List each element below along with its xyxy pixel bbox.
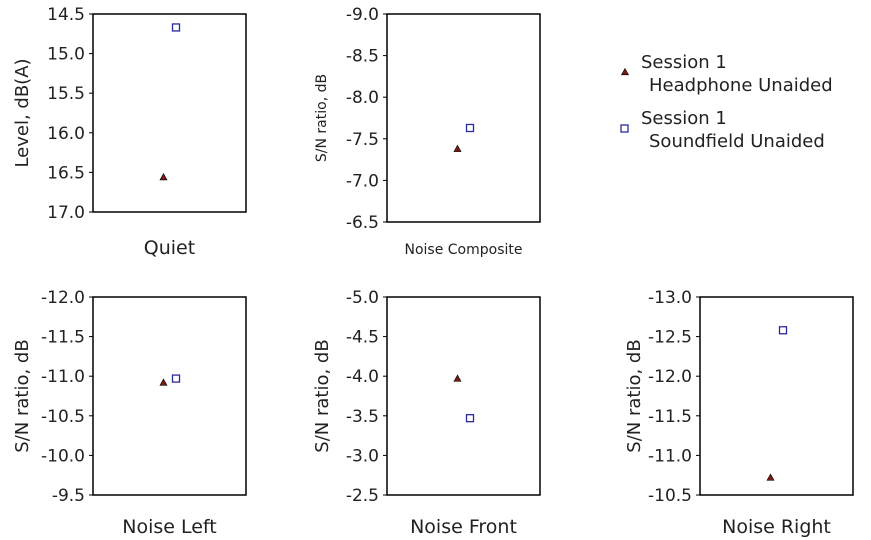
y-axis-label: S/N ratio, dB (12, 339, 33, 452)
point-headphone-unaided (453, 374, 462, 382)
legend-soundfield-line1: Session 1 (641, 108, 727, 129)
plot-frame (92, 296, 247, 496)
plot-frame (386, 13, 541, 223)
x-axis-label: Noise Left (122, 516, 217, 538)
point-soundfield-unaided (171, 23, 181, 32)
y-tick-label: -12.5 (648, 328, 692, 348)
y-tick-label: -12.0 (648, 367, 692, 387)
legend-soundfield-line2: Soundfield Unaided (649, 131, 825, 152)
y-tick-label: -8.5 (346, 47, 379, 67)
y-tick-label: -4.5 (346, 328, 379, 348)
y-axis-label: S/N ratio, dB (624, 339, 645, 452)
x-axis-label: Noise Front (410, 516, 517, 538)
point-headphone-unaided (159, 173, 168, 181)
y-tick-label: -13.0 (648, 288, 692, 308)
y-tick-label: 16.5 (47, 163, 85, 183)
y-tick-label: -10.5 (41, 407, 85, 427)
y-tick-label: 14.5 (47, 5, 85, 25)
point-soundfield-unaided (465, 123, 475, 133)
y-tick-label: -9.5 (52, 486, 85, 506)
y-tick-label: -11.5 (648, 407, 692, 427)
legend-marker-headphone (620, 67, 630, 76)
y-tick-label: 15.0 (47, 45, 85, 65)
point-soundfield-unaided (465, 414, 475, 423)
legend-headphone-line2: Headphone Unaided (649, 75, 833, 96)
chart-panel-4: -5.0 -4.5 -4.0 -3.5 -3.0 -2.5 S/N ratio, dB Noi… (312, 288, 541, 538)
y-tick-label: -3.0 (346, 446, 379, 466)
chart-panel-5: -13.0 -12.5 -12.0 -11.5 -11.0 -10.5 S/N ratio,… (624, 288, 854, 538)
x-axis-label: Quiet (144, 237, 195, 259)
y-tick-label: -10.0 (41, 446, 85, 466)
y-axis-label: S/N ratio, dB (312, 339, 333, 452)
point-soundfield-unaided (171, 374, 181, 383)
charts-layer: 14.5 15.0 15.5 16.0 16.5 17.0 Level, dB(A) Quie… (12, 5, 854, 538)
y-tick-label: 15.5 (47, 84, 85, 104)
point-headphone-unaided (453, 144, 462, 152)
y-tick-label: -10.5 (648, 486, 692, 506)
y-tick-label: 17.0 (47, 203, 85, 223)
point-headphone-unaided (766, 473, 775, 481)
y-tick-label: -2.5 (346, 486, 379, 506)
chart-panel-1: 14.5 15.0 15.5 16.0 16.5 17.0 Level, dB(A) Quie… (12, 5, 247, 259)
legend-marker-soundfield (620, 124, 629, 133)
chart-panel-2: -9.0 -8.5 -8.0 -7.5 -7.0 -6.5 S/N ratio, dB Noi… (314, 5, 541, 258)
y-tick-label: -4.0 (346, 367, 379, 387)
chart-panel-3: -12.0 -11.5 -11.0 -10.5 -10.0 -9.5 S/N ratio, … (12, 288, 247, 538)
y-tick-label: -7.0 (346, 171, 379, 191)
y-tick-label: -3.5 (346, 407, 379, 427)
y-tick-label: -12.0 (41, 288, 85, 308)
y-tick-label: -9.0 (346, 5, 379, 25)
y-tick-label: -6.5 (346, 213, 379, 233)
y-tick-label: -8.0 (346, 88, 379, 108)
y-axis-label: Level, dB(A) (12, 58, 33, 167)
y-tick-label: -11.0 (41, 367, 85, 387)
x-axis-label: Noise Right (722, 516, 831, 538)
plot-frame (386, 296, 541, 496)
y-tick-label: -11.5 (41, 328, 85, 348)
legend-headphone-line1: Session 1 (641, 52, 727, 73)
plot-frame (92, 13, 247, 213)
plot-frame (699, 296, 854, 496)
y-tick-label: 16.0 (47, 124, 85, 144)
x-axis-label: Noise Composite (404, 242, 522, 258)
point-headphone-unaided (159, 378, 168, 386)
y-tick-label: -11.0 (648, 446, 692, 466)
y-tick-label: -5.0 (346, 288, 379, 308)
y-axis-label: S/N ratio, dB (314, 74, 330, 162)
point-soundfield-unaided (778, 326, 788, 335)
legend: Session 1 Headphone Unaided Session 1 So… (620, 52, 833, 152)
y-tick-label: -7.5 (346, 130, 379, 150)
